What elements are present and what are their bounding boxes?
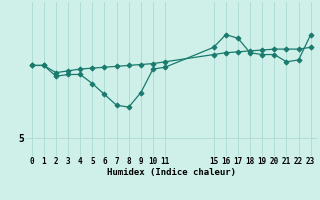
X-axis label: Humidex (Indice chaleur): Humidex (Indice chaleur): [107, 168, 236, 177]
